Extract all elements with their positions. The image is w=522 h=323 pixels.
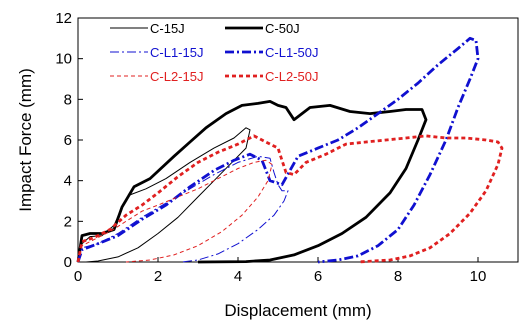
legend-label: C-50J [265, 21, 300, 36]
y-tick-label: 8 [64, 91, 72, 108]
x-tick-label: 10 [470, 268, 487, 285]
x-axis-title: Displacement (mm) [224, 301, 371, 320]
y-tick-label: 10 [55, 51, 72, 68]
y-ticks: 0 2 4 6 8 10 12 [55, 10, 83, 271]
legend-label: C-L1-15J [150, 45, 203, 60]
legend-label: C-15J [150, 21, 185, 36]
legend: C-15J C-50J C-L1-15J C-L1-50J C-L2-15J C-L2-5… [110, 21, 318, 84]
series-line-c-l1-15j [77, 155, 289, 263]
y-tick-label: 4 [64, 173, 72, 190]
series-line-c-l1-50j [76, 36, 480, 264]
series-line-c-50j [76, 100, 428, 264]
x-tick-label: 0 [74, 268, 82, 285]
x-ticks: 0 2 4 6 8 10 [74, 257, 487, 285]
legend-label: C-L2-15J [150, 69, 203, 84]
series-line-c-l2-50j [76, 134, 504, 264]
x-tick-label: 8 [394, 268, 402, 285]
y-tick-label: 0 [64, 254, 72, 271]
x-tick-label: 2 [154, 268, 162, 285]
series-line-c-15j [77, 127, 251, 263]
y-tick-label: 2 [64, 213, 72, 230]
x-tick-label: 6 [314, 268, 322, 285]
series-line-c-l2-15j [77, 159, 273, 263]
series-layer [76, 36, 504, 264]
x-tick-label: 4 [234, 268, 242, 285]
y-tick-label: 12 [55, 10, 72, 27]
y-axis-title: Impact Force (mm) [16, 68, 35, 212]
legend-label: C-L1-50J [265, 45, 318, 60]
legend-label: C-L2-50J [265, 69, 318, 84]
y-tick-label: 6 [64, 132, 72, 149]
